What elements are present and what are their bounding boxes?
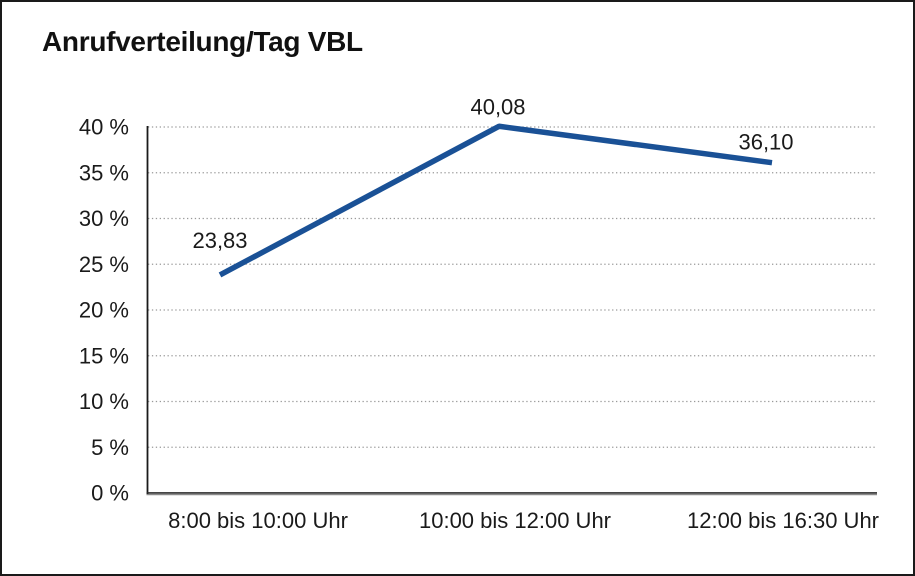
x-axis-label: 10:00 bis 12:00 Uhr <box>419 508 611 533</box>
y-tick-label: 35 % <box>79 160 129 185</box>
y-tick-label: 5 % <box>91 435 129 460</box>
y-tick-label: 15 % <box>79 343 129 368</box>
y-tick-label: 40 % <box>79 115 129 140</box>
data-line <box>218 123 773 278</box>
x-axis-label: 8:00 bis 10:00 Uhr <box>168 508 348 533</box>
y-tick-label: 20 % <box>79 298 129 323</box>
data-point-label: 40,08 <box>470 94 525 119</box>
y-tick-label: 10 % <box>79 389 129 414</box>
data-point-label: 23,83 <box>192 228 247 253</box>
y-tick-label: 30 % <box>79 206 129 231</box>
y-tick-label: 25 % <box>79 252 129 277</box>
chart-title: Anrufverteilung/Tag VBL <box>42 26 363 57</box>
x-axis-label: 12:00 bis 16:30 Uhr <box>687 508 879 533</box>
data-point-label: 36,10 <box>738 130 793 155</box>
y-tick-label: 0 % <box>91 481 129 506</box>
